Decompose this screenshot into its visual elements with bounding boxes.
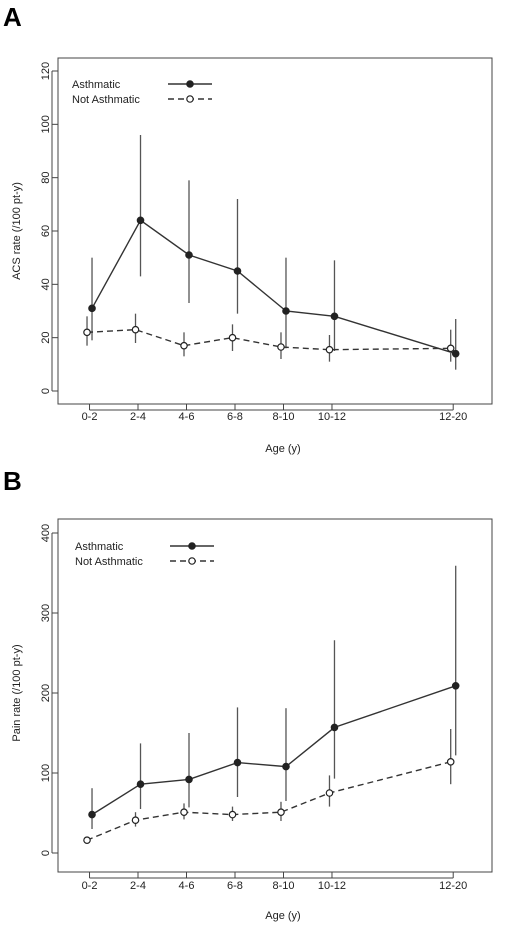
legend-marker [186, 80, 194, 88]
y-axis-title: Pain rate (/100 pt-y) [11, 644, 23, 741]
y-tick-label: 0 [40, 388, 52, 394]
x-tick-label: 0-2 [82, 411, 98, 423]
y-tick-label: 60 [40, 225, 52, 237]
data-point [136, 780, 145, 789]
data-point [451, 681, 460, 690]
y-tick-label: 80 [40, 172, 52, 184]
series-line [91, 685, 456, 816]
y-tick-label: 100 [40, 764, 52, 782]
y-tick-label: 120 [40, 62, 52, 80]
x-tick-label: 10-12 [318, 411, 346, 423]
x-tick-label: 0-2 [82, 880, 98, 892]
data-point [88, 304, 96, 313]
panel-b-letter: B [3, 466, 22, 496]
legend-marker [188, 557, 196, 565]
panel-a-letter: A [3, 2, 22, 32]
y-tick-label: 20 [40, 332, 52, 344]
x-tick-label: 8-10 [272, 880, 294, 892]
y-tick-label: 300 [40, 604, 52, 622]
y-tick-label: 40 [40, 278, 52, 290]
legend-label: Not Asthmatic [75, 556, 143, 568]
x-axis-title: Age (y) [265, 910, 300, 922]
x-tick-label: 4-6 [179, 411, 195, 423]
data-point [131, 816, 140, 825]
data-point [180, 341, 188, 350]
x-tick-label: 6-8 [227, 880, 243, 892]
data-point [88, 810, 96, 819]
data-point [277, 808, 285, 817]
data-point [136, 216, 145, 225]
data-point [325, 789, 334, 797]
x-tick-label: 12-20 [439, 411, 467, 423]
plot-frame [57, 518, 493, 873]
x-tick-label: 8-10 [272, 411, 294, 423]
x-tick-label: 6-8 [227, 411, 243, 423]
data-point [330, 723, 339, 732]
x-tick-label: 2-4 [130, 411, 146, 423]
data-point [233, 758, 242, 767]
legend-marker [188, 542, 196, 550]
data-point [228, 333, 237, 342]
data-point [185, 775, 193, 784]
y-tick-label: 200 [40, 684, 52, 702]
data-point [131, 325, 140, 334]
data-point [83, 836, 91, 845]
data-point [325, 345, 334, 354]
data-point [83, 328, 91, 337]
data-point [180, 808, 188, 817]
data-point [277, 343, 285, 351]
data-point [228, 810, 237, 819]
data-point [446, 344, 455, 353]
data-point [451, 349, 460, 358]
data-point [330, 312, 339, 321]
x-tick-label: 10-12 [318, 880, 346, 892]
data-point [185, 251, 193, 259]
legend-label: Asthmatic [72, 79, 121, 91]
y-axis-title: ACS rate (/100 pt-y) [11, 182, 23, 280]
data-point [282, 762, 290, 771]
x-tick-label: 2-4 [130, 880, 146, 892]
data-point [282, 307, 290, 315]
y-tick-label: 400 [40, 524, 52, 542]
legend-label: Not Asthmatic [72, 94, 140, 106]
y-tick-label: 0 [40, 850, 52, 856]
legend-label: Asthmatic [75, 541, 124, 553]
x-tick-label: 4-6 [179, 880, 195, 892]
y-tick-label: 100 [40, 115, 52, 133]
x-axis-title: Age (y) [265, 443, 300, 455]
legend-marker [186, 95, 194, 103]
x-tick-label: 12-20 [439, 880, 467, 892]
data-point [446, 757, 455, 766]
data-point [233, 267, 242, 275]
series-line [86, 761, 451, 841]
